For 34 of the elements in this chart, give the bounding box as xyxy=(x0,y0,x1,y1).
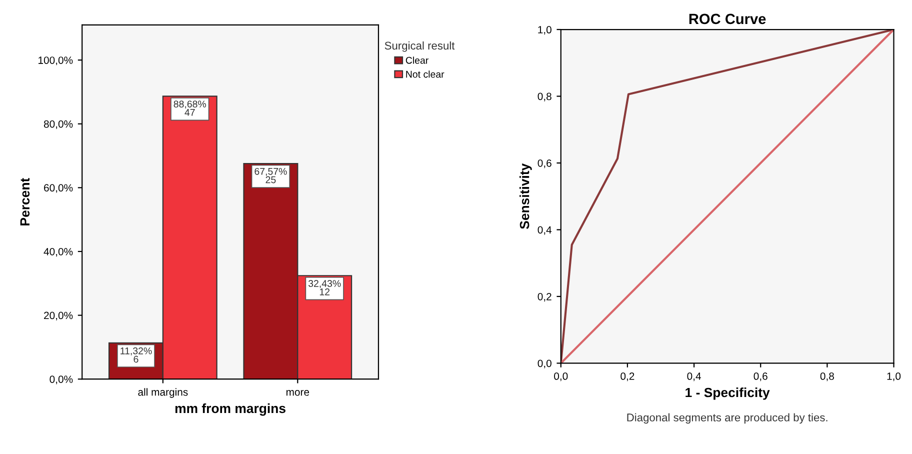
x-tick-label: 0,6 xyxy=(754,372,768,382)
y-tick-label: 1,0 xyxy=(538,26,552,35)
y-tick-label: 100,0% xyxy=(38,56,73,66)
y-tick-label: 60,0% xyxy=(44,184,73,193)
y-tick-label: 20,0% xyxy=(44,312,73,320)
y-tick-label: 0,4 xyxy=(538,226,552,235)
x-tick-label: 0,8 xyxy=(820,372,834,382)
y-tick-label: 80,0% xyxy=(44,120,73,129)
y-tick-label: 0,2 xyxy=(538,292,552,302)
x-axis-title: mm from margins xyxy=(175,403,286,416)
y-tick-label: 0,0 xyxy=(538,360,552,368)
x-tick-label: more xyxy=(286,390,310,396)
x-tick-label: all margins xyxy=(138,388,188,398)
x-tick-label: 0,2 xyxy=(620,372,634,382)
line-series xyxy=(560,30,894,364)
y-tick-label: 40,0% xyxy=(44,248,73,257)
x-tick-label: 1,0 xyxy=(887,372,901,382)
legend-label: Not clear xyxy=(406,70,444,78)
y-tick-label: 0,6 xyxy=(538,159,552,168)
text: Diagonal segments are produced by ties. xyxy=(627,413,828,424)
data-label: 32,43% 12 xyxy=(308,280,341,296)
x-tick-label: 0,0 xyxy=(554,372,568,382)
data-label: 88,68% 47 xyxy=(174,100,206,116)
data-label: 67,57% 25 xyxy=(254,168,287,184)
y-tick-label: 0,8 xyxy=(538,92,552,102)
legend-title: Surgical result xyxy=(384,41,455,52)
y-axis-title: Sensitivity xyxy=(520,163,532,229)
x-axis-title: 1 - Specificity xyxy=(686,387,770,400)
chart-title: ROC Curve xyxy=(689,14,766,24)
legend-label: Clear xyxy=(406,56,428,64)
y-axis-title: Percent xyxy=(20,178,30,226)
y-tick-label: 0,0% xyxy=(50,376,73,384)
x-tick-label: 0,4 xyxy=(687,372,701,382)
data-label: 11,32% 6 xyxy=(120,347,152,363)
